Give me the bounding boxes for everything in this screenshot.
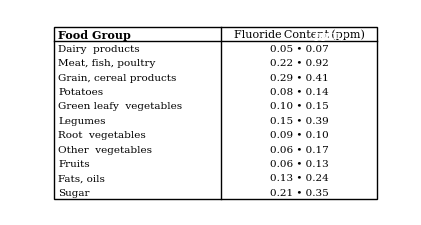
Text: Other  vegetables: Other vegetables xyxy=(58,145,152,154)
Text: Legumes: Legumes xyxy=(58,116,106,125)
Text: 0.13 • 0.24: 0.13 • 0.24 xyxy=(269,173,328,182)
Text: 0.09 • 0.10: 0.09 • 0.10 xyxy=(269,130,328,140)
Text: 0.05 • 0.07: 0.05 • 0.07 xyxy=(269,45,328,54)
Text: Green leafy  vegetables: Green leafy vegetables xyxy=(58,102,182,111)
Text: 0.10 • 0.15: 0.10 • 0.15 xyxy=(269,102,328,111)
Text: Dairy  products: Dairy products xyxy=(58,45,140,54)
Text: Food Group: Food Group xyxy=(58,29,131,40)
Text: 0.15 • 0.39: 0.15 • 0.39 xyxy=(269,116,328,125)
Text: Potatoes: Potatoes xyxy=(58,88,103,97)
Text: 0.08 • 0.14: 0.08 • 0.14 xyxy=(269,88,328,97)
Text: 0.22 • 0.92: 0.22 • 0.92 xyxy=(269,59,328,68)
Text: ppm): ppm) xyxy=(314,29,346,40)
Text: 0.29 • 0.41: 0.29 • 0.41 xyxy=(269,73,328,82)
Text: 0.06 • 0.13: 0.06 • 0.13 xyxy=(269,159,328,168)
Text: 0.21 • 0.35: 0.21 • 0.35 xyxy=(269,188,328,197)
Text: Fats, oils: Fats, oils xyxy=(58,173,105,182)
Text: Root  vegetables: Root vegetables xyxy=(58,130,146,140)
Text: Fruits: Fruits xyxy=(58,159,90,168)
Text: 0.06 • 0.17: 0.06 • 0.17 xyxy=(269,145,328,154)
Text: Meat, fish, poultry: Meat, fish, poultry xyxy=(58,59,155,68)
Text: Sugar: Sugar xyxy=(58,188,90,197)
Text: Fluoride Content (​ppm): Fluoride Content (​ppm) xyxy=(234,30,365,40)
Text: Grain, cereal products: Grain, cereal products xyxy=(58,73,176,82)
